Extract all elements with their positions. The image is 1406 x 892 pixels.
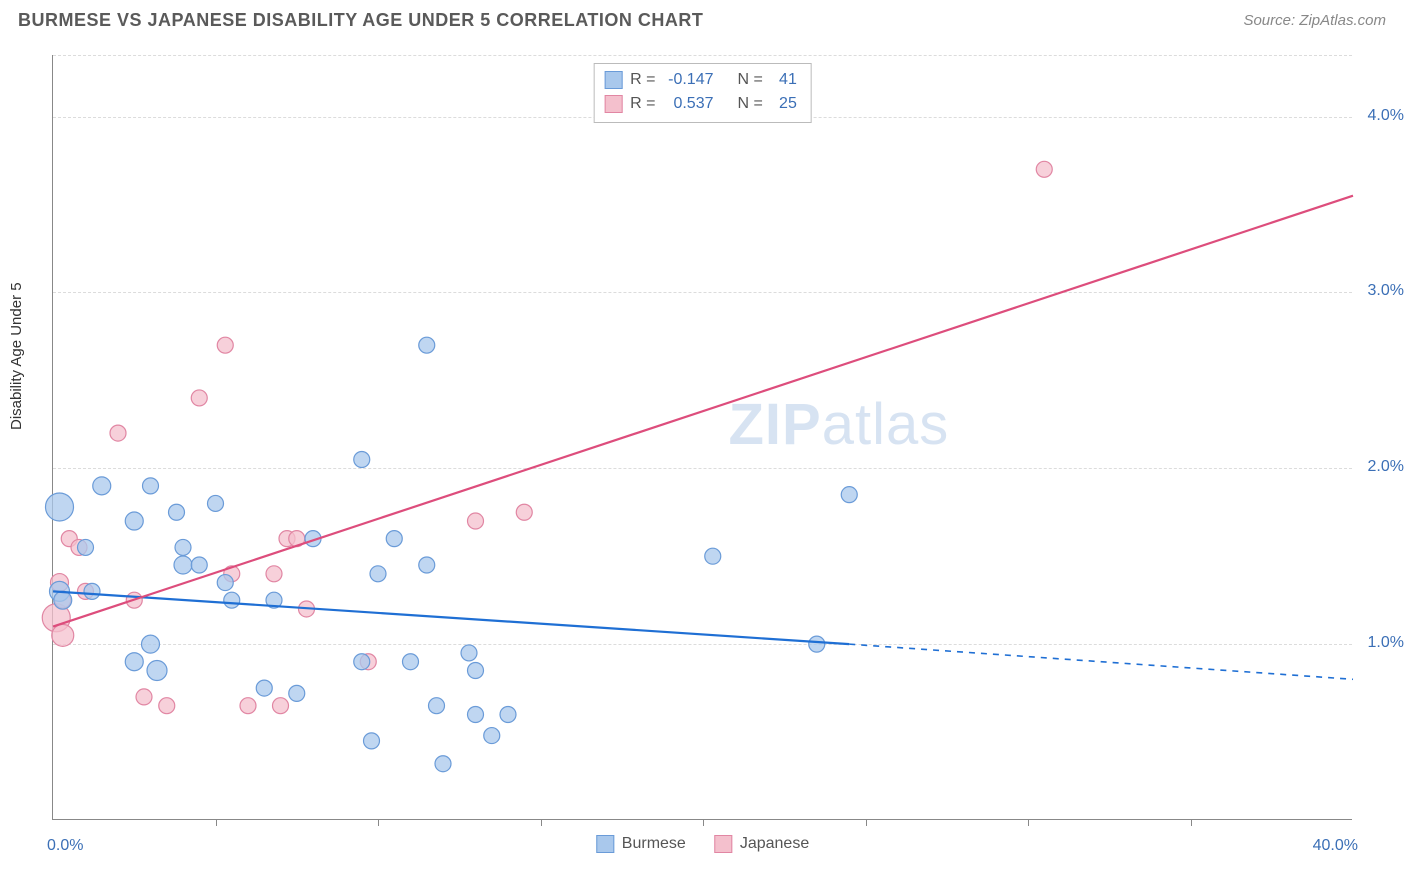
swatch-burmese bbox=[596, 835, 614, 853]
data-point bbox=[809, 636, 825, 652]
data-point bbox=[217, 575, 233, 591]
swatch-japanese bbox=[714, 835, 732, 853]
data-point bbox=[175, 539, 191, 555]
data-point bbox=[84, 583, 100, 599]
data-point bbox=[125, 512, 143, 530]
x-tick bbox=[541, 819, 542, 826]
data-point bbox=[705, 548, 721, 564]
source-credit: Source: ZipAtlas.com bbox=[1243, 12, 1386, 29]
y-axis-label: Disability Age Under 5 bbox=[8, 282, 25, 430]
data-point bbox=[142, 635, 160, 653]
stats-r-label: R = bbox=[630, 92, 655, 116]
data-point bbox=[364, 733, 380, 749]
data-point bbox=[159, 698, 175, 714]
y-tick-label: 4.0% bbox=[1356, 107, 1404, 125]
data-point bbox=[136, 689, 152, 705]
data-point bbox=[468, 663, 484, 679]
trend-line bbox=[53, 591, 849, 644]
x-tick bbox=[703, 819, 704, 826]
swatch-japanese bbox=[604, 95, 622, 113]
data-point bbox=[484, 728, 500, 744]
x-tick bbox=[1191, 819, 1192, 826]
y-tick-label: 1.0% bbox=[1356, 634, 1404, 652]
data-point bbox=[289, 685, 305, 701]
data-point bbox=[54, 591, 72, 609]
data-point bbox=[125, 653, 143, 671]
stats-n-value: 25 bbox=[771, 92, 797, 116]
data-point bbox=[419, 557, 435, 573]
stats-n-value: 41 bbox=[771, 68, 797, 92]
chart-plot-area: 1.0%2.0%3.0%4.0% ZIPatlas R = -0.147 N =… bbox=[52, 55, 1352, 820]
data-point bbox=[429, 698, 445, 714]
data-point bbox=[1036, 161, 1052, 177]
stats-r-label: R = bbox=[630, 68, 655, 92]
data-point bbox=[93, 477, 111, 495]
correlation-stats-box: R = -0.147 N = 41 R = 0.537 N = 25 bbox=[593, 63, 812, 123]
data-point bbox=[516, 504, 532, 520]
data-point bbox=[468, 513, 484, 529]
data-point bbox=[419, 337, 435, 353]
stats-n-label: N = bbox=[738, 92, 763, 116]
legend-item-burmese: Burmese bbox=[596, 835, 686, 853]
data-point bbox=[354, 451, 370, 467]
data-point bbox=[174, 556, 192, 574]
data-point bbox=[217, 337, 233, 353]
chart-title: BURMESE VS JAPANESE DISABILITY AGE UNDER… bbox=[18, 10, 703, 31]
legend: Burmese Japanese bbox=[596, 835, 809, 853]
x-tick bbox=[1028, 819, 1029, 826]
data-point bbox=[403, 654, 419, 670]
data-point bbox=[224, 592, 240, 608]
stats-n-label: N = bbox=[738, 68, 763, 92]
data-point bbox=[386, 531, 402, 547]
data-point bbox=[266, 566, 282, 582]
data-point bbox=[143, 478, 159, 494]
trend-line-extrapolated bbox=[849, 644, 1353, 679]
data-point bbox=[147, 661, 167, 681]
data-point bbox=[191, 557, 207, 573]
x-tick-label-max: 40.0% bbox=[1313, 837, 1358, 855]
trend-line bbox=[53, 196, 1353, 627]
scatter-svg bbox=[53, 55, 1352, 819]
data-point bbox=[208, 495, 224, 511]
stats-row-japanese: R = 0.537 N = 25 bbox=[604, 92, 797, 116]
swatch-burmese bbox=[604, 71, 622, 89]
data-point bbox=[500, 706, 516, 722]
data-point bbox=[191, 390, 207, 406]
stats-r-value: -0.147 bbox=[664, 68, 714, 92]
data-point bbox=[841, 487, 857, 503]
data-point bbox=[435, 756, 451, 772]
data-point bbox=[78, 539, 94, 555]
data-point bbox=[256, 680, 272, 696]
data-point bbox=[169, 504, 185, 520]
data-point bbox=[354, 654, 370, 670]
x-tick bbox=[216, 819, 217, 826]
data-point bbox=[240, 698, 256, 714]
data-point bbox=[461, 645, 477, 661]
data-point bbox=[468, 706, 484, 722]
x-tick bbox=[866, 819, 867, 826]
data-point bbox=[370, 566, 386, 582]
data-point bbox=[110, 425, 126, 441]
x-tick-label-min: 0.0% bbox=[47, 837, 83, 855]
legend-label: Burmese bbox=[622, 835, 686, 853]
data-point bbox=[46, 493, 74, 521]
legend-item-japanese: Japanese bbox=[714, 835, 809, 853]
data-point bbox=[273, 698, 289, 714]
stats-r-value: 0.537 bbox=[664, 92, 714, 116]
legend-label: Japanese bbox=[740, 835, 809, 853]
x-tick bbox=[378, 819, 379, 826]
stats-row-burmese: R = -0.147 N = 41 bbox=[604, 68, 797, 92]
y-tick-label: 2.0% bbox=[1356, 458, 1404, 476]
data-point bbox=[52, 624, 74, 646]
y-tick-label: 3.0% bbox=[1356, 282, 1404, 300]
